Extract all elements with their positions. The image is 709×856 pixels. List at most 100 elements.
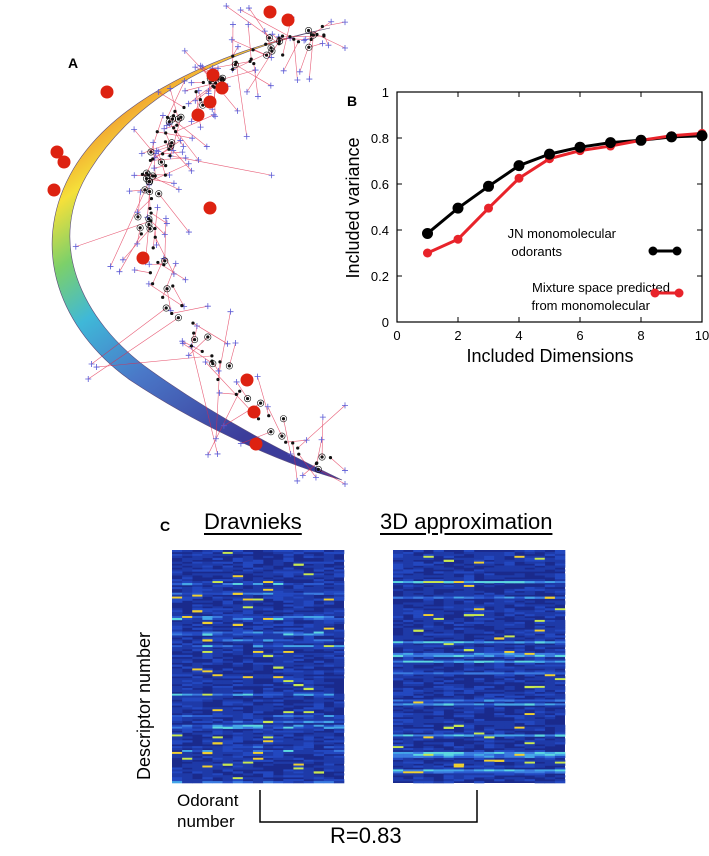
heatmap-cell	[242, 713, 254, 716]
heatmap-cell	[443, 724, 455, 727]
surface-point	[194, 90, 198, 94]
heatmap-cell	[534, 689, 546, 693]
heatmap-cell	[544, 695, 556, 698]
heatmap-cell	[484, 551, 495, 555]
heatmap-cell	[393, 606, 404, 609]
heatmap-cell	[423, 746, 434, 749]
heatmap-cell	[494, 600, 505, 603]
heatmap-cell	[534, 749, 546, 753]
heatmap-cell	[473, 672, 485, 675]
heatmap-cell	[433, 584, 444, 588]
projection-line	[154, 165, 166, 169]
heatmap-cell	[202, 617, 213, 621]
heatmap-cell	[212, 583, 223, 586]
heatmap-cell	[283, 583, 294, 586]
heatmap-cell	[252, 662, 264, 665]
heatmap-cell	[433, 767, 444, 770]
heatmap-cell	[544, 716, 556, 720]
heatmap-cell	[303, 726, 314, 729]
heatmap-cell	[413, 720, 424, 724]
heatmap-cell	[443, 674, 455, 677]
heatmap-cell	[514, 711, 525, 714]
heatmap-cell	[232, 718, 244, 722]
heatmap-cell	[484, 736, 495, 739]
heatmap-cell	[202, 647, 213, 650]
heatmap-cell	[524, 614, 535, 617]
surface-point-ring	[314, 465, 322, 473]
heatmap-cell	[484, 577, 495, 580]
heatmap-cell	[303, 740, 314, 743]
heatmap-cell	[303, 664, 314, 667]
heatmap-cell	[283, 633, 294, 636]
heatmap-cell	[202, 755, 213, 759]
heatmap-cell	[494, 553, 505, 557]
heatmap-cell	[443, 553, 455, 557]
mixture-point	[249, 437, 263, 451]
projection-line	[297, 405, 346, 449]
heatmap-cell	[504, 559, 515, 562]
heatmap-cell	[172, 625, 183, 628]
heatmap-cell	[524, 664, 535, 667]
heatmap-cell	[333, 718, 345, 722]
heatmap-cell	[323, 629, 335, 632]
heatmap-cell	[313, 699, 325, 702]
heatmap-cell	[212, 627, 223, 630]
projection-line	[298, 453, 317, 478]
heatmap-cell	[524, 672, 535, 675]
heatmap-cell	[172, 709, 183, 712]
heatmap-cell	[303, 577, 314, 580]
heatmap-cell	[453, 701, 465, 704]
heatmap-cell	[202, 561, 213, 564]
heatmap-cell	[283, 773, 294, 776]
heatmap-cell	[192, 761, 203, 764]
projection-line	[165, 132, 174, 151]
heatmap-cell	[514, 668, 525, 671]
heatmap-cell	[484, 662, 495, 665]
heatmap-cell	[453, 649, 465, 652]
heatmap-cell	[433, 553, 444, 557]
heatmap-cell	[283, 713, 294, 716]
heatmap-cell	[463, 592, 475, 595]
heatmap-cell	[463, 734, 475, 737]
heatmap-cell	[484, 555, 495, 559]
heatmap-cell	[413, 701, 424, 704]
heatmap-cell	[544, 623, 556, 627]
heatmap-cell	[443, 781, 455, 784]
heatmap-cell	[403, 660, 414, 663]
heatmap-cell	[293, 757, 304, 760]
heatmap-cell	[283, 749, 294, 753]
heatmap-cell	[484, 654, 495, 658]
surface-point-ring	[267, 428, 275, 436]
heatmap-cell	[313, 734, 325, 737]
heatmap-cell	[494, 604, 505, 607]
surface-point	[267, 414, 271, 418]
heatmap-cell	[393, 726, 404, 729]
heatmap-cell	[333, 639, 345, 642]
heatmap-cell	[222, 759, 234, 762]
heatmap-cell	[403, 612, 414, 615]
heatmap-cell	[333, 631, 345, 634]
heatmap-cell	[494, 713, 505, 716]
heatmap-cell	[202, 662, 213, 665]
heatmap-cell	[293, 652, 304, 656]
heatmap-cell	[323, 652, 335, 656]
heatmap-cell	[242, 563, 254, 566]
surface-point	[220, 76, 225, 80]
heatmap-cell	[252, 614, 264, 617]
heatmap-cell	[514, 617, 525, 621]
heatmap-cell	[443, 579, 455, 582]
heatmap-cell	[534, 573, 546, 576]
heatmap-cell	[303, 594, 314, 597]
heatmap-cell	[263, 683, 274, 687]
heatmap-cell	[202, 769, 213, 772]
heatmap-cell	[212, 610, 223, 613]
heatmap-cell	[393, 555, 404, 559]
heatmap-cell	[463, 738, 475, 741]
heatmap-cell	[172, 753, 183, 757]
heatmap-cell	[303, 623, 314, 627]
heatmap-cell	[333, 621, 345, 625]
projection-line	[299, 39, 312, 72]
surface-point	[156, 260, 160, 265]
heatmap-cell	[423, 678, 434, 681]
projection-line	[308, 43, 323, 48]
